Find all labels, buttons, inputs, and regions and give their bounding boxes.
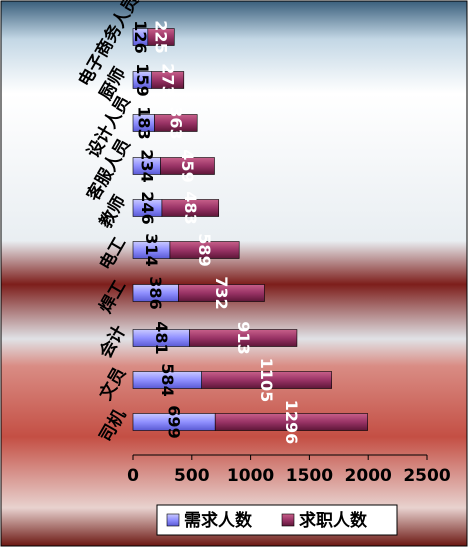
legend-swatch-seekers [281,513,295,527]
data-label-demand-6: 234 [137,149,156,182]
data-label-demand-8: 159 [133,63,152,96]
data-label-seekers-0: 1296 [282,400,301,445]
data-label-seekers-5: 483 [181,191,200,224]
x-tick-label-5: 2500 [403,466,450,486]
legend-label-seekers: 求职人数 [299,510,368,531]
data-label-seekers-8: 273 [158,63,177,96]
bar-seekers-1 [201,371,332,389]
x-tick-label-4: 2000 [345,466,392,486]
legend-box [156,504,398,536]
x-tick-label-3: 1500 [286,466,333,486]
bar-seekers-2 [189,329,298,347]
bar-seekers-3 [178,284,265,302]
data-label-seekers-2: 913 [234,321,253,354]
data-label-demand-7: 183 [134,106,153,139]
data-label-demand-1: 584 [158,363,177,396]
bar-seekers-7 [154,114,198,132]
data-label-seekers-6: 459 [178,149,197,182]
data-label-seekers-3: 732 [212,276,231,309]
bar-seekers-8 [151,71,185,89]
data-label-demand-0: 699 [165,405,184,438]
data-label-demand-5: 246 [138,191,157,224]
bar-seekers-4 [169,241,240,259]
data-label-demand-2: 481 [152,321,171,354]
legend-label-demand: 需求人数 [184,510,253,531]
legend-swatch-demand [166,513,180,527]
data-label-seekers-4: 589 [195,233,214,266]
bar-seekers-5 [161,199,220,217]
legend: 需求人数 求职人数 [156,504,398,536]
data-label-demand-4: 314 [142,233,161,266]
data-label-seekers-1: 1105 [257,358,276,403]
bar-seekers-0 [214,413,368,431]
x-tick-label-1: 500 [174,466,210,486]
data-label-demand-9: 126 [131,20,150,53]
data-label-demand-3: 386 [146,276,165,309]
bars: 699 1296 584 1105 481 913 386 732 314 589 246 483 23… [131,20,368,444]
x-axis: 0 500 1000 1500 2000 2500 [127,454,451,486]
x-tick-label-2: 1000 [227,466,274,486]
x-tick-label-0: 0 [127,466,139,486]
data-label-seekers-9: 225 [152,20,171,53]
data-label-seekers-7: 363 [166,106,185,139]
bar-seekers-9 [147,28,175,46]
bar-seekers-6 [160,157,215,175]
